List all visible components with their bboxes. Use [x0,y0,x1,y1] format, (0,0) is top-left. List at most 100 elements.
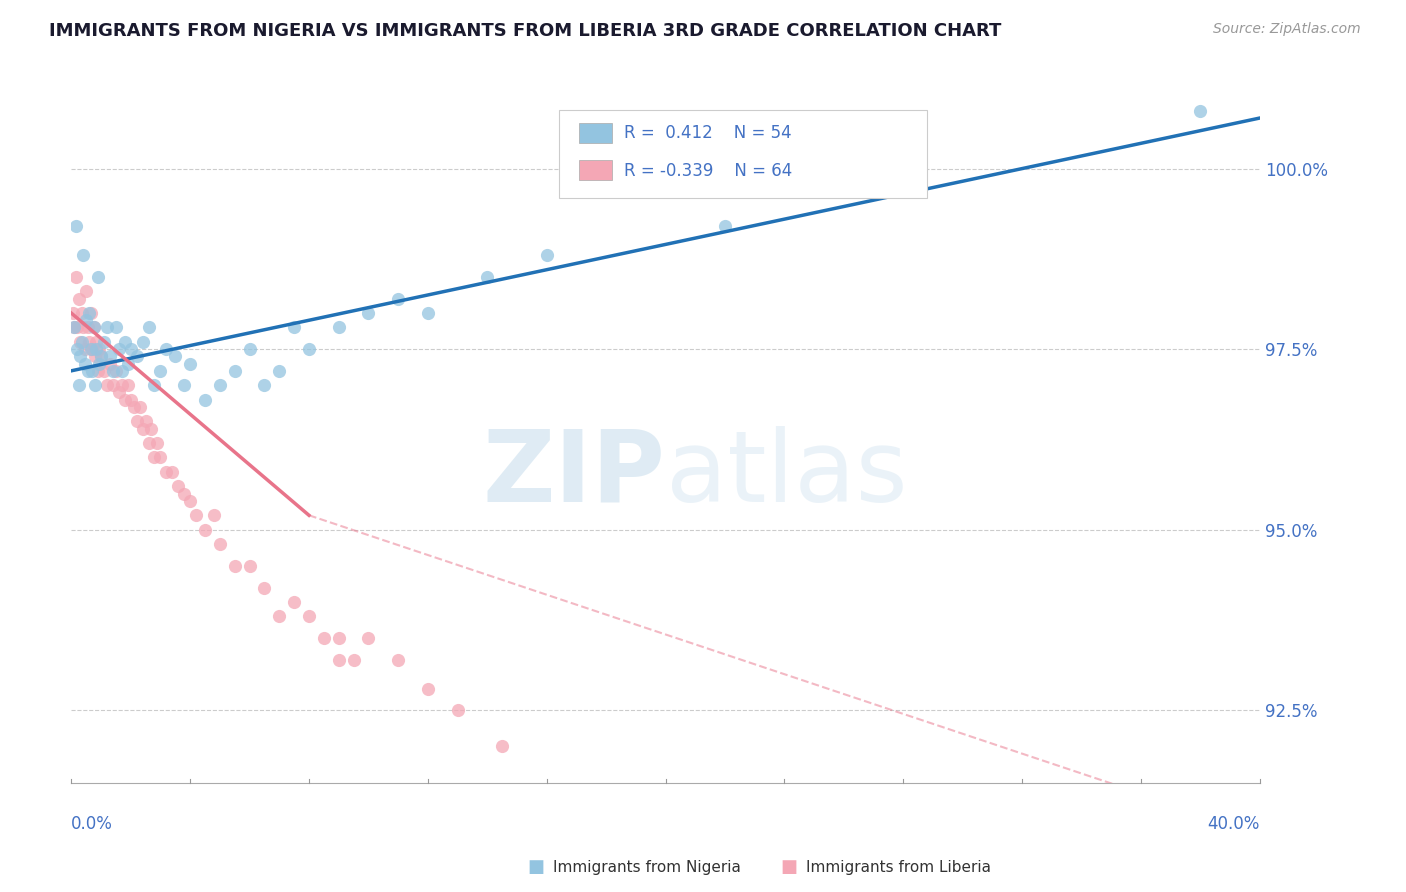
Point [283,320,305,334]
Point [111,364,134,378]
Point [446,703,468,717]
Point [125,414,148,428]
Point [87,269,110,284]
Point [269,609,291,624]
Point [89,342,111,356]
Point [184,508,207,523]
Point [208,537,231,551]
Point [283,595,305,609]
Point [179,493,201,508]
Point [93,334,115,349]
Point [149,450,172,465]
Point [131,422,153,436]
Point [111,378,134,392]
Point [62,306,84,320]
Point [90,350,112,364]
Point [87,364,110,378]
Point [238,342,260,356]
Text: atlas: atlas [665,425,907,523]
Point [73,357,96,371]
Point [162,465,184,479]
Point [66,342,89,356]
Point [128,400,150,414]
Point [120,342,142,356]
Point [79,342,101,356]
Point [117,357,139,371]
Point [167,479,190,493]
Point [101,364,124,378]
Point [328,631,350,645]
Point [104,364,127,378]
Point [1189,103,1212,118]
Point [114,334,136,349]
Point [536,248,558,262]
Point [269,364,291,378]
Point [138,320,160,334]
Point [194,392,217,407]
Point [72,248,94,262]
Point [98,350,121,364]
Text: R = -0.339    N = 64: R = -0.339 N = 64 [624,161,792,180]
Text: ■: ■ [780,858,797,876]
Point [208,378,231,392]
Point [98,357,121,371]
Point [117,378,139,392]
Point [79,306,101,320]
Point [70,334,93,349]
Point [143,378,166,392]
Point [69,334,91,349]
Text: IMMIGRANTS FROM NIGERIA VS IMMIGRANTS FROM LIBERIA 3RD GRADE CORRELATION CHART: IMMIGRANTS FROM NIGERIA VS IMMIGRANTS FR… [49,22,1001,40]
Point [328,653,350,667]
Point [66,320,89,334]
Point [73,342,96,356]
Point [298,609,321,624]
Point [298,342,321,356]
Point [86,342,108,356]
Point [107,385,129,400]
Point [86,334,108,349]
Point [72,320,94,334]
Point [67,292,90,306]
Point [138,436,160,450]
Point [90,350,112,364]
Point [65,219,87,234]
Point [357,306,380,320]
Point [135,414,157,428]
Point [67,378,90,392]
Point [328,320,350,334]
Point [75,313,97,327]
Point [387,653,409,667]
Point [104,320,127,334]
Point [224,364,246,378]
Point [357,631,380,645]
Point [141,422,163,436]
Point [387,292,409,306]
Point [96,320,118,334]
Text: 0.0%: 0.0% [72,815,112,833]
Text: ZIP: ZIP [482,425,665,523]
Point [477,269,499,284]
Point [77,334,100,349]
Point [83,320,105,334]
Text: Source: ZipAtlas.com: Source: ZipAtlas.com [1213,22,1361,37]
Point [312,631,335,645]
Point [165,350,187,364]
Point [342,653,364,667]
Bar [579,161,612,180]
Point [173,486,195,500]
Point [77,306,100,320]
Text: 40.0%: 40.0% [1208,815,1260,833]
Point [83,320,105,334]
Point [63,320,86,334]
Point [84,378,107,392]
Point [491,739,513,754]
Point [155,465,177,479]
Point [65,269,87,284]
Point [416,306,439,320]
Point [155,342,177,356]
Point [122,400,145,414]
Point [224,558,246,573]
Point [173,378,195,392]
Point [101,378,124,392]
Point [80,364,103,378]
